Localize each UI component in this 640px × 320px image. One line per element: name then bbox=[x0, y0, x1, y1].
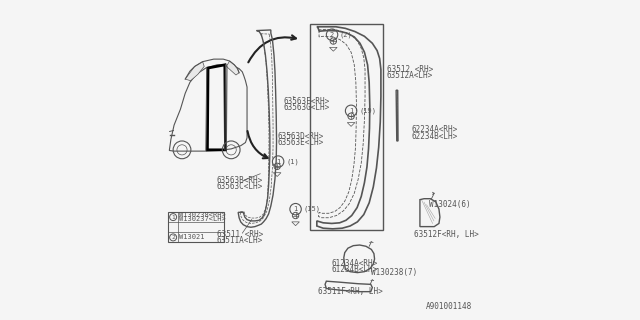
Text: W130238(7): W130238(7) bbox=[371, 268, 417, 277]
Text: 61234B<LH>: 61234B<LH> bbox=[331, 265, 378, 274]
Text: 63511A<LH>: 63511A<LH> bbox=[217, 236, 263, 245]
Text: W13024(6): W13024(6) bbox=[429, 200, 471, 209]
Text: 1: 1 bbox=[276, 159, 280, 164]
Text: 1: 1 bbox=[172, 215, 175, 220]
Text: 63512 <RH>: 63512 <RH> bbox=[387, 65, 433, 74]
Text: W130237<LH>: W130237<LH> bbox=[179, 216, 226, 222]
Text: 63563C<LH>: 63563C<LH> bbox=[217, 182, 263, 191]
Text: 63512A<LH>: 63512A<LH> bbox=[387, 71, 433, 80]
Text: 1: 1 bbox=[294, 206, 298, 212]
Text: W130238<RH>: W130238<RH> bbox=[179, 212, 226, 218]
Polygon shape bbox=[185, 62, 204, 81]
Text: 63511 <RH>: 63511 <RH> bbox=[217, 230, 263, 239]
Text: (15): (15) bbox=[303, 206, 321, 212]
Text: 62234A<RH>: 62234A<RH> bbox=[412, 125, 458, 134]
Text: W13021: W13021 bbox=[179, 235, 205, 240]
Text: (19): (19) bbox=[359, 108, 376, 114]
Text: A901001148: A901001148 bbox=[426, 302, 472, 311]
Text: 61234A<RH>: 61234A<RH> bbox=[331, 259, 378, 268]
Text: 63563E<LH>: 63563E<LH> bbox=[277, 138, 323, 147]
Text: 62234B<LH>: 62234B<LH> bbox=[412, 132, 458, 141]
FancyArrowPatch shape bbox=[248, 131, 268, 158]
Text: 63563G<LH>: 63563G<LH> bbox=[284, 103, 330, 112]
Bar bbox=[168, 212, 224, 243]
Polygon shape bbox=[227, 61, 239, 75]
Text: 2: 2 bbox=[172, 235, 175, 240]
Text: 63563D<RH>: 63563D<RH> bbox=[277, 132, 323, 141]
Text: (1): (1) bbox=[286, 158, 299, 165]
Text: 63563F<RH>: 63563F<RH> bbox=[284, 97, 330, 106]
Text: 63563B<RH>: 63563B<RH> bbox=[217, 176, 263, 185]
Text: 63511F<RH, LH>: 63511F<RH, LH> bbox=[319, 287, 383, 296]
Text: 2: 2 bbox=[330, 32, 334, 38]
FancyArrowPatch shape bbox=[248, 35, 296, 62]
Text: 1: 1 bbox=[349, 108, 353, 114]
Text: (2): (2) bbox=[340, 31, 353, 38]
Text: 63512F<RH, LH>: 63512F<RH, LH> bbox=[413, 230, 478, 239]
